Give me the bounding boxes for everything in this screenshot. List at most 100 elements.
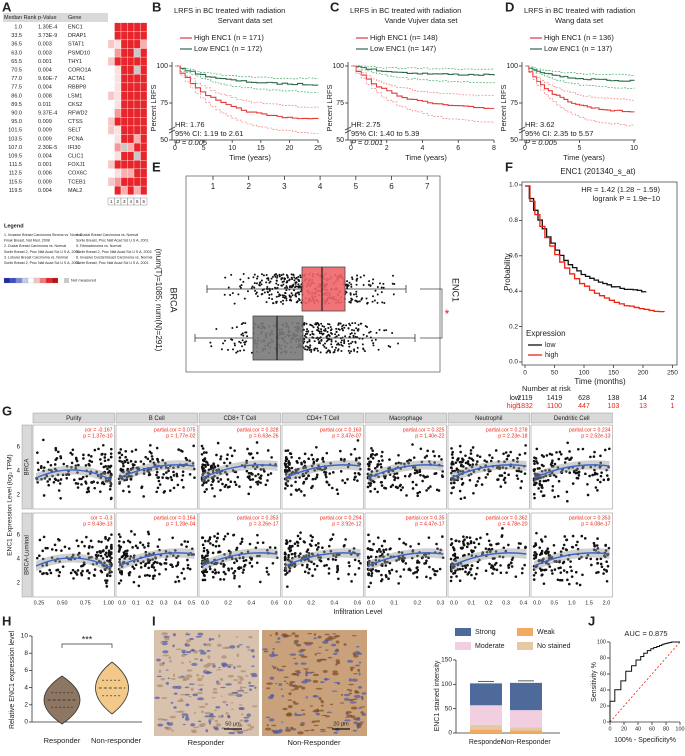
point	[566, 499, 569, 503]
point	[473, 577, 477, 580]
point	[239, 341, 242, 344]
point	[310, 486, 313, 490]
point	[319, 556, 322, 559]
risk-count: 447	[578, 403, 590, 410]
point	[340, 343, 343, 346]
plot-frame	[185, 175, 441, 373]
legend-text: Low ENC1 (n= 147)	[370, 44, 437, 53]
point	[305, 550, 309, 553]
table-cell: 112.5	[9, 171, 22, 177]
km-curve	[175, 65, 319, 120]
point	[53, 543, 57, 547]
point	[278, 293, 281, 296]
point	[353, 471, 357, 475]
point	[117, 568, 121, 571]
point	[535, 460, 538, 463]
point	[461, 540, 465, 543]
point	[205, 481, 208, 484]
column-header: Purity	[66, 416, 81, 422]
point	[289, 298, 292, 301]
point	[398, 556, 402, 560]
point	[316, 322, 319, 325]
point	[225, 457, 229, 461]
point	[96, 481, 99, 484]
point	[233, 470, 236, 473]
point	[554, 475, 558, 478]
point	[146, 558, 150, 561]
point	[47, 483, 51, 487]
point	[365, 335, 368, 338]
point	[335, 343, 338, 346]
point	[455, 575, 458, 578]
point	[476, 454, 479, 457]
point	[347, 572, 350, 576]
point	[71, 448, 75, 452]
point	[397, 453, 400, 457]
point	[347, 339, 350, 342]
point	[471, 463, 475, 466]
point	[90, 481, 93, 484]
point	[456, 568, 460, 571]
x-tick-label: 0.0	[367, 600, 375, 606]
point	[255, 282, 258, 285]
point	[538, 567, 542, 570]
point	[174, 549, 177, 552]
point	[87, 552, 90, 555]
point	[108, 574, 112, 578]
point	[450, 453, 454, 456]
point	[451, 546, 455, 549]
point	[347, 327, 350, 330]
point	[538, 546, 542, 549]
point	[348, 322, 351, 325]
point	[156, 486, 160, 490]
cell	[304, 729, 310, 732]
point	[165, 476, 168, 480]
point	[246, 447, 249, 451]
point	[283, 462, 287, 465]
chart-title: LRFS in BC treated with radiation	[350, 6, 461, 15]
table-cell: COX6C	[68, 171, 87, 177]
axis-break	[344, 126, 352, 134]
point	[499, 571, 503, 575]
cell	[241, 686, 247, 689]
x-tick-label: Non-responder	[91, 736, 142, 745]
point	[155, 473, 158, 477]
point	[53, 463, 57, 466]
point	[401, 557, 404, 560]
point	[220, 348, 223, 351]
table-cell: RBBP8	[68, 85, 86, 91]
km-curve	[351, 65, 495, 70]
cell	[246, 728, 253, 731]
cell	[273, 654, 279, 657]
cell	[197, 720, 202, 723]
point	[172, 554, 175, 557]
point	[118, 557, 122, 561]
scale-cell	[45, 277, 53, 284]
scale-cell	[9, 277, 17, 284]
point	[215, 468, 218, 472]
point	[303, 570, 307, 574]
point	[256, 533, 259, 537]
point	[565, 548, 569, 552]
stat-text: 95% CI: 1.40 to 5.39	[351, 129, 419, 138]
x-tick-label: 20	[621, 726, 627, 732]
point	[391, 469, 395, 473]
point	[325, 347, 328, 350]
table-cell: 109.5	[8, 153, 22, 159]
table-cell: 0.011	[38, 102, 51, 108]
point	[88, 571, 91, 575]
point	[139, 566, 143, 569]
point	[286, 465, 289, 468]
point	[143, 546, 146, 549]
heat-cell	[127, 56, 135, 66]
point	[332, 471, 335, 474]
cell	[208, 713, 214, 717]
cell	[184, 693, 190, 696]
point	[299, 490, 303, 493]
point	[533, 472, 537, 475]
heat-cell	[114, 177, 122, 187]
loess-curve	[367, 464, 444, 479]
cell	[181, 700, 185, 702]
point	[557, 457, 561, 461]
point	[305, 322, 308, 325]
